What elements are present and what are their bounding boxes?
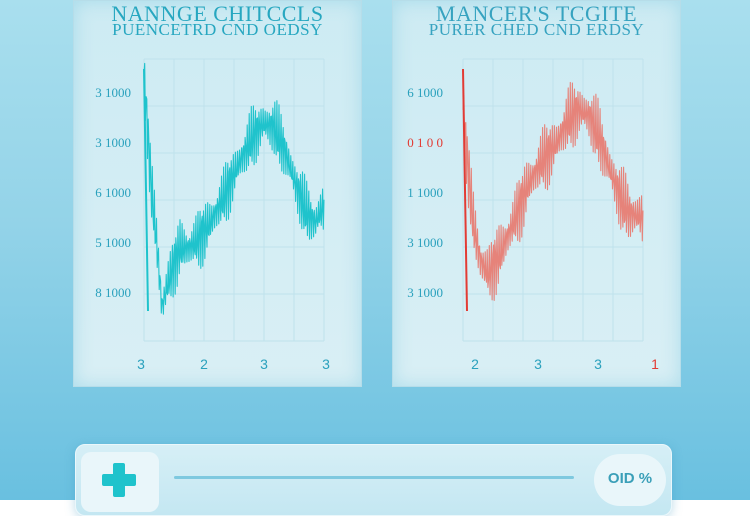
right-line-chart: 6 1000 0 1 0 0 1 1000 3 1000 3 1000 2 3 3 1	[407, 58, 659, 372]
series-line	[462, 81, 644, 301]
y-tick-label: 8 1000	[95, 285, 131, 300]
x-tick-label: 2	[471, 356, 479, 372]
plus-icon	[102, 463, 136, 497]
series-line	[143, 62, 325, 315]
right-chart-title: MANCER'S TCGITE	[435, 1, 638, 26]
left-line-chart: 3 1000 3 1000 6 1000 5 1000 8 1000 3 2 3 3	[95, 58, 330, 372]
left-chart-title: NANNGE CHITCCLS	[111, 1, 324, 26]
x-tick-label: 1	[651, 356, 659, 372]
y-tick-label: 1 1000	[407, 185, 443, 200]
x-tick-label: 2	[200, 356, 208, 372]
progress-track[interactable]	[174, 476, 574, 479]
y-tick-label: 3 1000	[407, 285, 443, 300]
series-edge	[143, 68, 149, 312]
grid	[462, 58, 644, 342]
add-button[interactable]	[81, 452, 159, 512]
y-tick-label: 3 1000	[95, 135, 131, 150]
x-tick-label: 3	[260, 356, 268, 372]
y-tick-label: 6 1000	[95, 185, 131, 200]
series-edge	[462, 68, 468, 312]
x-tick-label: 3	[137, 356, 145, 372]
percent-label: OID %	[607, 470, 653, 487]
left-chart-subtitle: PUENCETRD CND OEDSY	[112, 20, 323, 39]
x-tick-label: 3	[322, 356, 330, 372]
y-tick-label: 3 1000	[95, 85, 131, 100]
right-chart-panel: MANCER'S TCGITE PURER CHED CND ERDSY 6 1…	[392, 0, 681, 387]
left-chart-panel: NANNGE CHITCCLS PUENCETRD CND OEDSY 3 10…	[73, 0, 362, 387]
x-tick-label: 3	[534, 356, 542, 372]
y-tick-label: 3 1000	[407, 235, 443, 250]
percent-button[interactable]: OID %	[594, 454, 666, 506]
y-tick-label: 0 1 0 0	[407, 135, 443, 150]
y-tick-label: 6 1000	[407, 85, 443, 100]
bottom-control-bar: OID %	[75, 444, 672, 516]
x-tick-label: 3	[594, 356, 602, 372]
y-tick-label: 5 1000	[95, 235, 131, 250]
right-chart-subtitle: PURER CHED CND ERDSY	[428, 20, 645, 39]
